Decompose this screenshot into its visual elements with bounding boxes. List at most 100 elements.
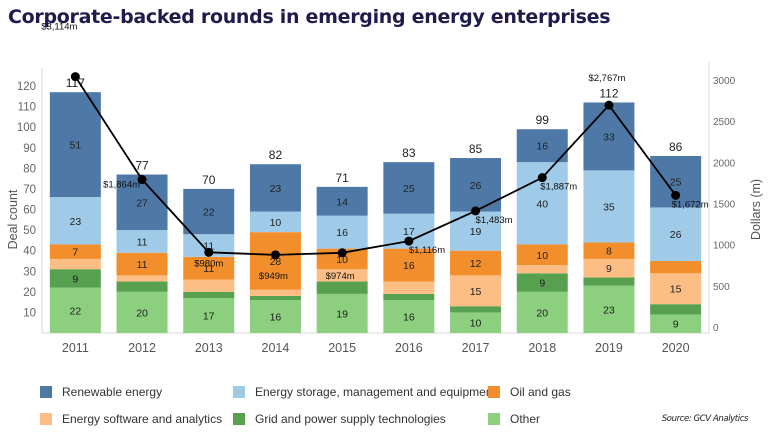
line-value-label: $980m [194, 258, 223, 269]
y-tick-label: 80 [23, 163, 36, 175]
segment-label: 40 [536, 198, 548, 210]
segment-label: 19 [470, 226, 482, 238]
segment-label: 33 [603, 131, 615, 143]
legend-swatch [233, 386, 245, 398]
bar-segment [383, 248, 435, 282]
bar-segment [516, 273, 568, 292]
total-labels: 117 77 70 82 71 83 85 99 112 86 [66, 76, 683, 187]
segment-label: 15 [470, 286, 482, 298]
bar-segment [49, 92, 101, 198]
segment-label: 11 [137, 236, 148, 248]
line-value-label: $949m [259, 271, 288, 282]
legend-swatch [488, 386, 500, 398]
y-tick-label: 90 [23, 143, 36, 155]
bar-segment [316, 215, 368, 249]
y-tick-label: 100 [17, 122, 36, 134]
segment-label: 10 [336, 254, 348, 266]
x-tick-label: 2011 [62, 341, 89, 355]
segment-label: 16 [270, 312, 282, 324]
segment-label: 11 [203, 263, 214, 275]
legend-label: Oil and gas [510, 385, 571, 399]
bar-segment [583, 285, 635, 333]
x-tick-label: 2012 [128, 341, 156, 355]
y-axis-title: Deal count [6, 189, 20, 249]
segment-label: 20 [536, 307, 548, 319]
segment-label: 23 [603, 304, 615, 316]
line-value-label: $2,767m [588, 73, 625, 84]
y-tick-label: 60 [23, 205, 36, 217]
segment-label: 27 [136, 197, 148, 209]
bar-segment [383, 293, 435, 301]
bar-segment [450, 306, 502, 313]
segment-label: 19 [336, 308, 348, 320]
bar-segment [249, 295, 301, 301]
line-point [137, 175, 147, 185]
line-point [404, 236, 414, 246]
bar-segment [49, 258, 101, 270]
segment-label: 10 [536, 250, 548, 262]
total-label: 117 [66, 76, 85, 90]
bar-segment [516, 265, 568, 274]
total-label: 85 [469, 142, 483, 156]
y-tick-label: 110 [18, 102, 36, 114]
chart-title: Corporate-backed rounds in emerging ener… [8, 6, 611, 28]
bar-segment [583, 277, 635, 286]
bar-segment [383, 300, 435, 333]
y2-tick-label: 0 [713, 323, 719, 334]
bar-segment [183, 298, 235, 333]
segment-label: 15 [670, 284, 682, 296]
bar-segment [49, 269, 101, 288]
segment-label: 16 [536, 141, 548, 153]
bar-segment [183, 188, 235, 235]
total-label: 70 [202, 173, 216, 187]
bar-segment [383, 162, 435, 214]
line-value-label: $3,114m [41, 22, 77, 33]
total-label: 112 [599, 86, 618, 100]
bar-segment [650, 207, 702, 261]
segment-label: 7 [72, 247, 78, 259]
legend-item-oil-gas: Oil and gas [488, 385, 571, 399]
bar-segment [450, 312, 502, 333]
bar-segment [650, 304, 702, 315]
x-tick-label: 2018 [528, 341, 556, 355]
bar-segment [650, 314, 702, 333]
y-tick-label: 120 [17, 81, 36, 93]
bar-segment [116, 275, 168, 282]
segment-label: 9 [72, 273, 78, 285]
segment-label: 16 [336, 227, 348, 239]
bar-segment [249, 232, 301, 290]
y2-tick-label: 1500 [713, 200, 736, 211]
segment-label: 11 [137, 259, 148, 271]
segment-label: 9 [673, 319, 679, 331]
legend-label: Grid and power supply technologies [255, 412, 446, 426]
y-tick-label: 10 [23, 307, 36, 319]
segment-label: 16 [403, 312, 415, 324]
segment-label: 16 [403, 260, 415, 272]
segment-label: 28 [270, 256, 282, 268]
x-tick-label: 2013 [195, 341, 223, 355]
x-tick-label: 2016 [395, 341, 423, 355]
segment-label: 26 [470, 180, 482, 192]
legend-swatch [233, 413, 245, 425]
x-tick-label: 2015 [328, 341, 356, 355]
bar-segment [516, 129, 568, 163]
line-value-label: $1,864m [103, 180, 140, 191]
line-point [671, 190, 681, 200]
segment-label: 10 [270, 217, 282, 229]
x-tick-label: 2014 [262, 341, 290, 355]
bar-segment [516, 291, 568, 333]
total-label: 99 [536, 113, 550, 127]
bar-segment [516, 244, 568, 266]
bar-segment [183, 234, 235, 257]
x-tick-label: 2020 [662, 341, 690, 355]
bar-segment [49, 287, 101, 333]
legend-label: Energy software and analytics [62, 412, 223, 426]
legend-swatch [40, 413, 52, 425]
bar-segment [183, 291, 235, 299]
bar-segment [450, 275, 502, 307]
bar-segment [49, 197, 101, 245]
bar-segment [183, 256, 235, 280]
segment-label: 20 [136, 307, 148, 319]
bar-segment [249, 300, 301, 333]
bar-segment [116, 291, 168, 333]
